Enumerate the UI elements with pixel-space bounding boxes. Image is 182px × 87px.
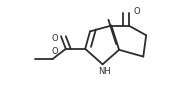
Text: O: O [52, 47, 58, 56]
Text: O: O [133, 7, 140, 16]
Text: NH: NH [98, 67, 111, 76]
Text: O: O [52, 34, 58, 43]
